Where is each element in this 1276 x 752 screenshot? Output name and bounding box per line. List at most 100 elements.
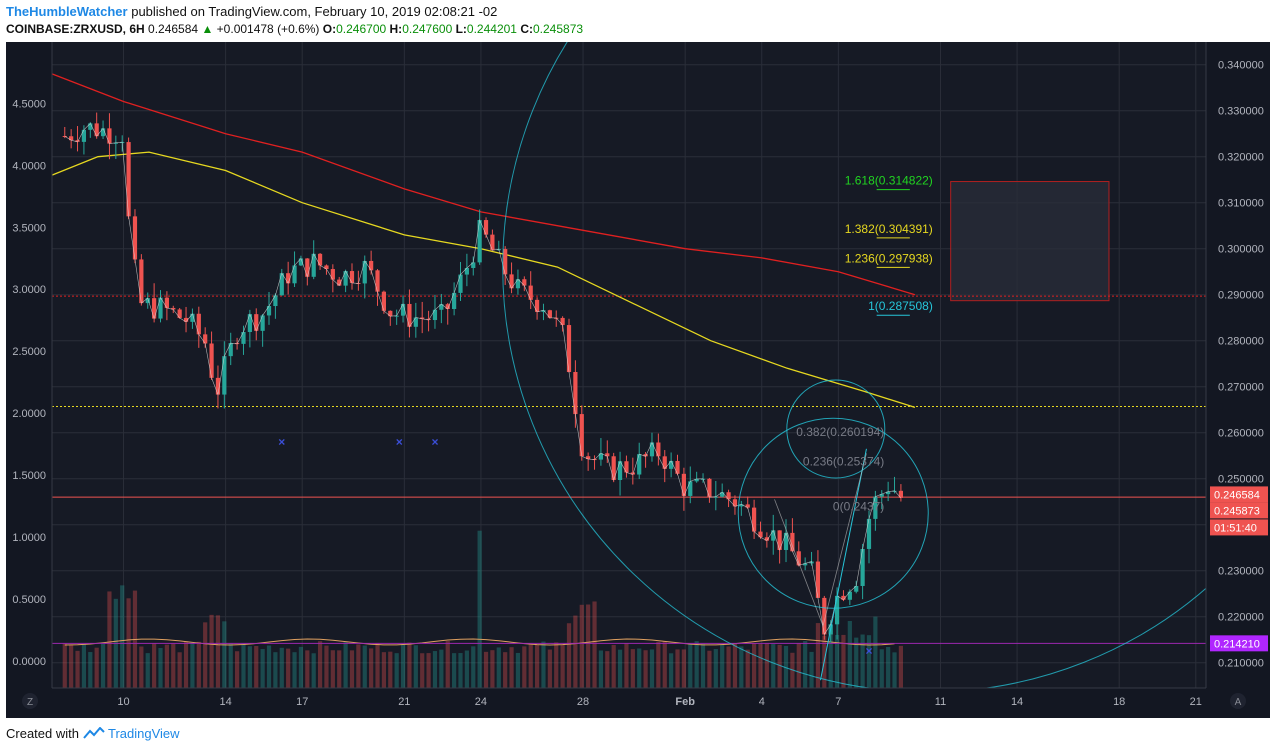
- volume-bar: [107, 591, 112, 688]
- volume-bar: [266, 645, 272, 688]
- volume-bar: [477, 530, 482, 688]
- candle-body: [254, 314, 259, 331]
- symbol-name: COINBASE:ZRXUSD, 6H: [6, 22, 145, 36]
- volume-bar: [286, 648, 291, 688]
- candle-body: [694, 478, 699, 482]
- author-link[interactable]: TheHumbleWatcher: [6, 4, 128, 19]
- candle-body: [228, 343, 233, 357]
- volume-bar: [464, 650, 469, 688]
- x-axis-tick-label: Feb: [675, 696, 695, 708]
- candle-body: [247, 314, 252, 333]
- candle-body: [758, 531, 763, 538]
- candle-body: [860, 548, 865, 586]
- volume-bar: [669, 653, 674, 688]
- candle-body: [471, 262, 476, 268]
- publish-info: published on TradingView.com, February 1…: [131, 4, 498, 19]
- volume-bar: [764, 642, 769, 688]
- fib-level-label: 1.382(0.304391): [845, 222, 933, 236]
- volume-bar: [803, 641, 808, 688]
- candle-body: [777, 530, 782, 550]
- publish-header: TheHumbleWatcher published on TradingVie…: [6, 4, 497, 19]
- candle-body: [630, 472, 635, 475]
- candle-body: [279, 273, 284, 296]
- volume-bar: [649, 649, 655, 688]
- candle-body: [822, 597, 827, 635]
- fib-level-label: 1.236(0.297938): [845, 251, 933, 265]
- volume-bar: [171, 643, 176, 688]
- candle-body: [681, 473, 686, 496]
- right-axis-tick-label: 0.250000: [1218, 474, 1264, 486]
- candle-body: [752, 507, 757, 532]
- volume-bar: [560, 645, 565, 688]
- volume-bar: [413, 645, 418, 688]
- cyan-trend-line: [819, 448, 867, 681]
- volume-bar: [554, 642, 559, 688]
- volume-bar: [739, 646, 744, 688]
- left-axis-tick-label: 4.0000: [12, 160, 46, 172]
- volume-bar: [241, 643, 246, 688]
- open-label: O:: [322, 22, 337, 36]
- volume-bar: [439, 649, 444, 688]
- volume-bar: [700, 643, 706, 688]
- auto-scale-button: [1230, 693, 1246, 709]
- volume-bar: [356, 644, 361, 688]
- volume-bar: [777, 644, 782, 688]
- volume-bar: [522, 646, 527, 688]
- volume-bar: [203, 622, 208, 688]
- candle-body: [796, 551, 801, 566]
- left-axis-tick-label: 2.5000: [12, 346, 46, 358]
- x-marker-icon: ×: [865, 644, 872, 658]
- candle-body: [528, 285, 533, 300]
- candle-body: [541, 310, 546, 312]
- left-axis-tick-label: 2.0000: [12, 408, 46, 420]
- candle-body: [324, 265, 329, 270]
- candle-body: [317, 253, 323, 266]
- tradingview-brand-link[interactable]: TradingView: [108, 726, 180, 741]
- sma-red-line: [51, 73, 916, 296]
- candle-body: [394, 315, 399, 317]
- volume-bar: [260, 649, 265, 688]
- volume-bar: [215, 615, 221, 688]
- volume-bar: [713, 649, 718, 688]
- candle-body: [611, 456, 616, 481]
- candle-body: [783, 532, 789, 550]
- candle-body: [375, 270, 380, 292]
- volume-bar: [726, 646, 731, 688]
- target-zone-box: [950, 181, 1110, 302]
- candle-body: [879, 494, 884, 497]
- candle-body: [69, 136, 74, 141]
- candle-body: [815, 561, 821, 598]
- volume-bar: [420, 653, 425, 688]
- candle-body: [509, 274, 514, 289]
- close-price-line: [64, 122, 902, 636]
- candle-body: [771, 530, 776, 541]
- candle-body: [369, 260, 374, 271]
- candle-body: [713, 496, 718, 498]
- candle-body: [898, 490, 904, 498]
- volume-bar: [892, 652, 897, 688]
- open-value: 0.246700: [336, 22, 387, 36]
- candle-body: [400, 303, 406, 316]
- volume-bar: [483, 651, 489, 688]
- price-chart[interactable]: 1.618(0.314822) 1.382(0.304391) 1.236(0.29…: [6, 42, 1270, 718]
- candle-body: [266, 306, 272, 316]
- volume-bar: [375, 642, 380, 688]
- volume-bar: [656, 641, 661, 688]
- volume-bar: [311, 653, 316, 688]
- left-axis-tick-label: 0.0000: [12, 656, 46, 668]
- volume-bar: [152, 643, 157, 688]
- candle-body: [873, 496, 878, 519]
- volume-bar: [598, 650, 604, 688]
- price-label-box: [1210, 519, 1268, 536]
- candle-body: [343, 271, 348, 286]
- created-with-label: Created with: [6, 726, 79, 741]
- volume-bar: [630, 649, 635, 688]
- fib-anchor-line: [774, 453, 867, 628]
- price-label-box: [1210, 486, 1268, 503]
- volume-bar: [458, 653, 463, 688]
- volume-bar: [75, 650, 80, 688]
- price-label-box: [1210, 502, 1268, 519]
- volume-bar: [547, 649, 552, 688]
- volume-bar: [637, 648, 642, 688]
- volume-bar: [688, 643, 693, 688]
